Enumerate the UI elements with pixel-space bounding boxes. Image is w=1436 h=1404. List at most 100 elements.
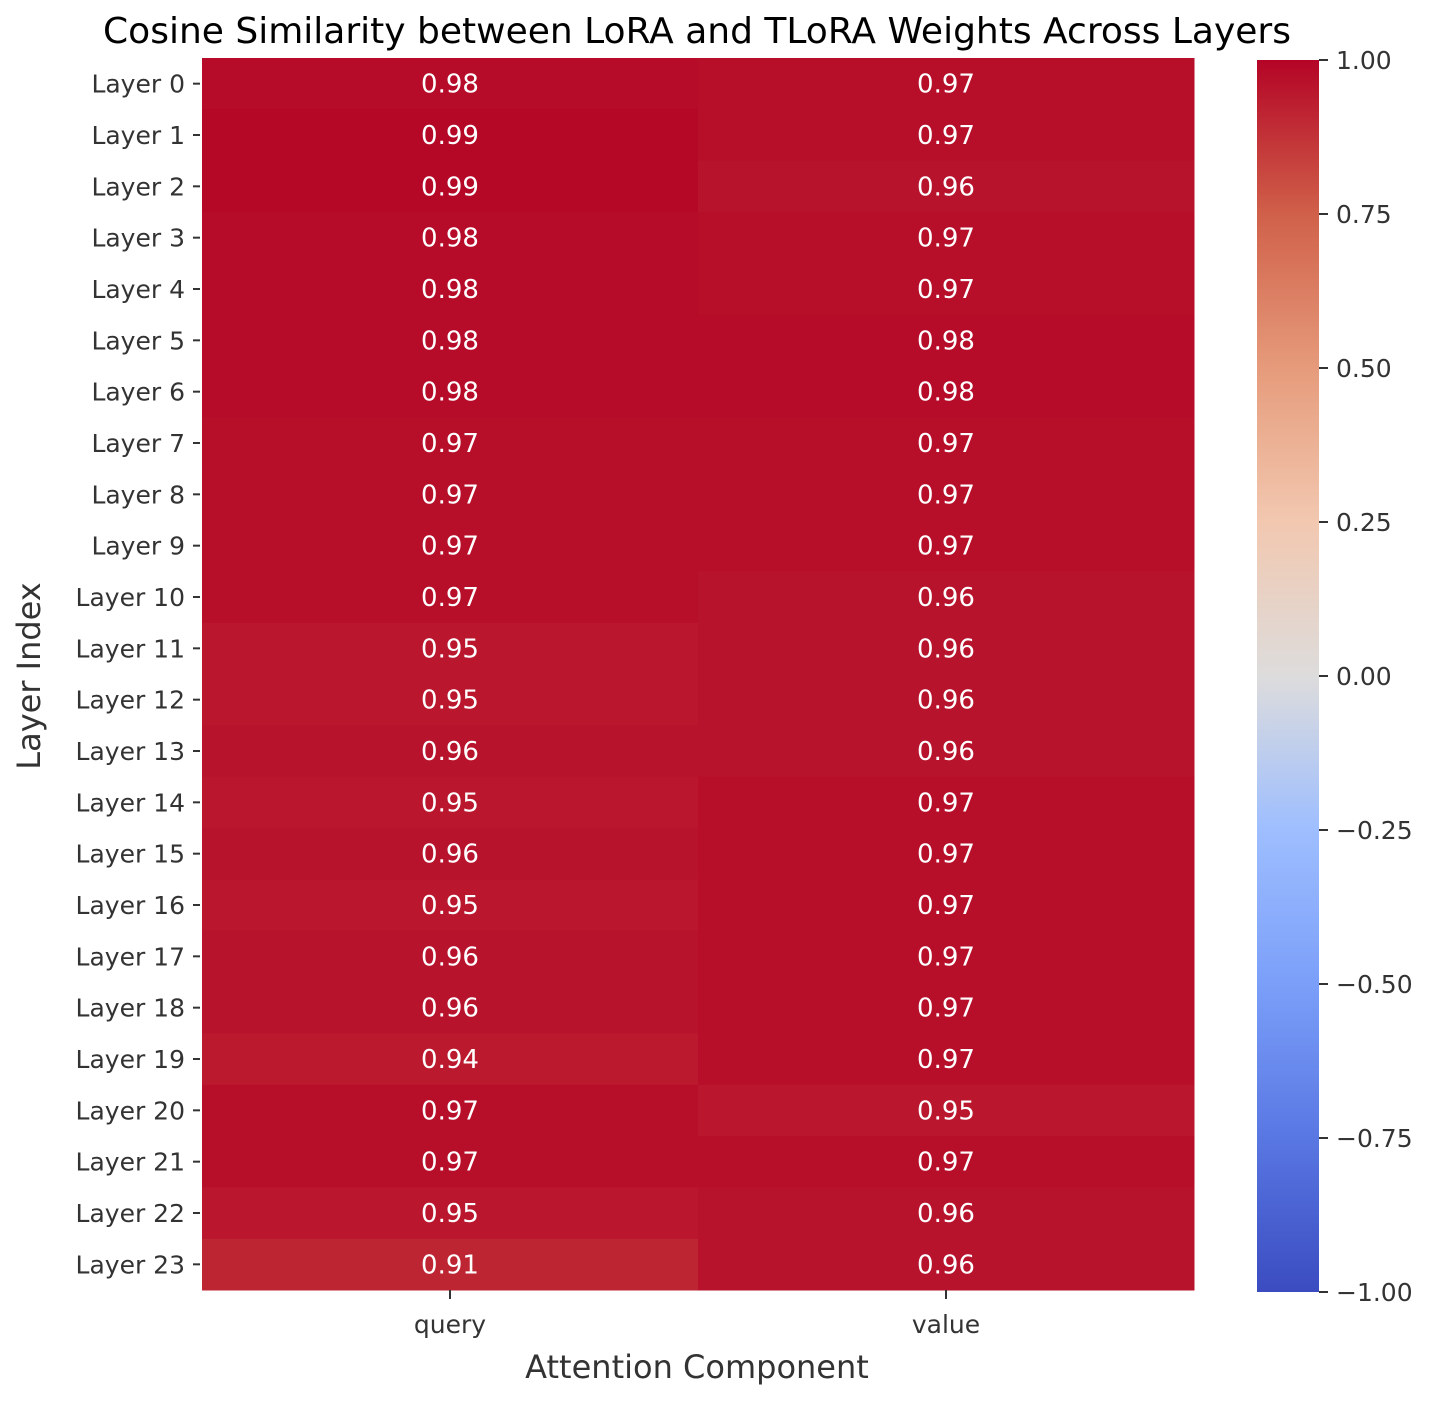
y-tick-label: Layer 12 — [76, 686, 185, 715]
y-tick-label: Layer 22 — [76, 1199, 185, 1228]
heatmap-cell — [698, 776, 1195, 829]
cell-value-label: 0.97 — [421, 429, 479, 459]
cell-value-label: 0.98 — [917, 326, 975, 356]
heatmap-cell — [698, 160, 1195, 213]
colorbar-tick-label: 0.00 — [1336, 662, 1392, 691]
heatmap-cell — [202, 725, 699, 778]
cell-value-label: 0.99 — [421, 121, 479, 151]
cell-value-label: 0.98 — [421, 224, 479, 254]
heatmap-cell — [202, 1033, 699, 1086]
cell-value-label: 0.96 — [917, 1250, 975, 1280]
cell-value-label: 0.95 — [421, 788, 479, 818]
heatmap-cell — [698, 58, 1195, 110]
heatmap-cell — [698, 468, 1195, 521]
heatmap-cell — [202, 1084, 699, 1137]
heatmap-cell — [698, 982, 1195, 1034]
cell-value-label: 0.97 — [421, 1148, 479, 1178]
heatmap-cell — [698, 314, 1195, 367]
cell-value-label: 0.97 — [917, 429, 975, 459]
colorbar-tick-label: −1.00 — [1336, 1278, 1413, 1307]
cell-value-label: 0.95 — [421, 1199, 479, 1229]
cell-value-label: 0.98 — [421, 326, 479, 356]
cell-value-label: 0.97 — [917, 70, 975, 100]
cell-value-label: 0.97 — [421, 480, 479, 510]
heatmap-cell-labels: 0.98 0.97 0.99 0.97 0.99 0.96 0.98 0.97 0.98 0.97… — [421, 70, 975, 1281]
heatmap-cell — [698, 1238, 1195, 1291]
y-tick-label: Layer 23 — [76, 1250, 185, 1279]
cell-value-label: 0.95 — [421, 686, 479, 716]
cell-value-label: 0.97 — [917, 1045, 975, 1075]
cell-value-label: 0.97 — [917, 788, 975, 818]
colorbar-tick-label: 0.75 — [1336, 200, 1392, 229]
cell-value-label: 0.97 — [917, 480, 975, 510]
cell-value-label: 0.97 — [917, 121, 975, 151]
cell-value-label: 0.97 — [917, 1148, 975, 1178]
y-axis-title: Layer Index — [10, 582, 48, 769]
heatmap-cell — [202, 263, 699, 316]
y-tick-label: Layer 2 — [91, 172, 185, 201]
heatmap-cell — [202, 930, 699, 983]
heatmap-cell — [698, 725, 1195, 778]
heatmap-cell — [202, 520, 699, 572]
x-tick-label: value — [912, 1310, 980, 1339]
heatmap-cell — [202, 1238, 699, 1291]
cell-value-label: 0.91 — [421, 1250, 479, 1280]
heatmap-cell — [202, 58, 699, 110]
heatmap-cell — [698, 879, 1195, 932]
cell-value-label: 0.97 — [917, 275, 975, 305]
heatmap-cell — [698, 1084, 1195, 1137]
cell-value-label: 0.99 — [421, 172, 479, 202]
cell-value-label: 0.97 — [917, 891, 975, 921]
y-tick-label: Layer 16 — [76, 891, 185, 920]
y-tick-label: Layer 0 — [91, 70, 185, 99]
heatmap-cell — [202, 776, 699, 829]
heatmap-cell — [698, 622, 1195, 675]
heatmap-cell — [698, 417, 1195, 470]
y-tick-label: Layer 17 — [76, 942, 185, 971]
heatmap-cell — [698, 1187, 1195, 1240]
heatmap-cell — [698, 1033, 1195, 1086]
heatmap-cell — [202, 1187, 699, 1240]
heatmap-cell — [202, 1136, 699, 1188]
y-tick-label: Layer 11 — [76, 634, 185, 663]
y-tick-label: Layer 15 — [76, 840, 185, 869]
cell-value-label: 0.95 — [421, 891, 479, 921]
y-tick-label: Layer 8 — [91, 480, 185, 509]
cell-value-label: 0.96 — [421, 994, 479, 1024]
heatmap-cell — [202, 879, 699, 932]
heatmap-cell — [202, 828, 699, 880]
cell-value-label: 0.96 — [421, 840, 479, 870]
y-tick-label: Layer 6 — [91, 378, 185, 407]
y-tick-label: Layer 3 — [91, 224, 185, 253]
colorbar-tick-label: −0.25 — [1336, 816, 1413, 845]
colorbar-ticks: 1.00 0.75 0.50 0.25 0.00 −0.25 −0.50 −0.75 −1.00 — [1319, 46, 1413, 1307]
y-tick-label: Layer 4 — [91, 275, 185, 304]
cell-value-label: 0.97 — [421, 532, 479, 562]
y-tick-label: Layer 14 — [76, 788, 185, 817]
heatmap-cell — [698, 366, 1195, 418]
cell-value-label: 0.96 — [917, 172, 975, 202]
colorbar-tick-label: 0.25 — [1336, 508, 1392, 537]
colorbar-tick-label: −0.50 — [1336, 970, 1413, 999]
cell-value-label: 0.97 — [917, 840, 975, 870]
y-tick-label: Layer 20 — [76, 1096, 185, 1125]
cell-value-label: 0.98 — [421, 378, 479, 408]
cell-value-label: 0.96 — [917, 686, 975, 716]
heatmap-cell — [202, 468, 699, 521]
cell-value-label: 0.96 — [917, 583, 975, 613]
cell-value-label: 0.98 — [421, 70, 479, 100]
heatmap-cell — [202, 417, 699, 470]
heatmap-cell — [698, 674, 1195, 726]
y-tick-label: Layer 19 — [76, 1045, 185, 1074]
cell-value-label: 0.96 — [917, 737, 975, 767]
colorbar-tick-label: 1.00 — [1336, 46, 1392, 75]
x-axis-ticks: query value — [414, 1290, 980, 1339]
heatmap-cell — [698, 263, 1195, 316]
heatmap-cell — [698, 1136, 1195, 1188]
cell-value-label: 0.97 — [917, 224, 975, 254]
colorbar-tick-label: 0.50 — [1336, 354, 1392, 383]
heatmap-cell — [202, 366, 699, 418]
heatmap-cell — [202, 160, 699, 213]
y-axis-ticks: Layer 0 Layer 1 Layer 2 Layer 3 Layer 4 Layer… — [76, 70, 200, 1279]
